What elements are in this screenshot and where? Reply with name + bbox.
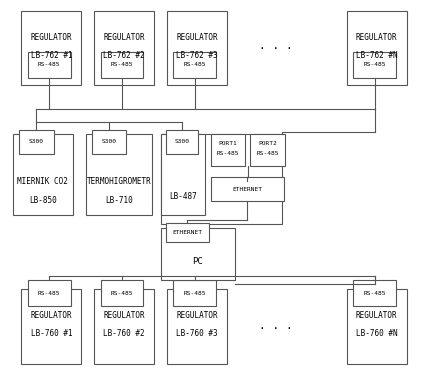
Text: PC: PC — [193, 257, 203, 266]
Text: RS-485: RS-485 — [111, 62, 133, 68]
FancyBboxPatch shape — [173, 280, 216, 306]
Text: RS-485: RS-485 — [38, 290, 60, 296]
FancyBboxPatch shape — [94, 289, 154, 364]
FancyBboxPatch shape — [19, 130, 54, 154]
Text: REGULATOR: REGULATOR — [30, 33, 72, 42]
FancyBboxPatch shape — [160, 134, 282, 224]
Text: LB-487: LB-487 — [169, 192, 197, 201]
Text: REGULATOR: REGULATOR — [103, 33, 145, 42]
Text: REGULATOR: REGULATOR — [356, 311, 398, 320]
FancyBboxPatch shape — [173, 52, 216, 78]
FancyBboxPatch shape — [167, 289, 227, 364]
FancyBboxPatch shape — [101, 280, 143, 306]
Text: REGULATOR: REGULATOR — [103, 311, 145, 320]
Text: LB-762 #1: LB-762 #1 — [30, 51, 72, 60]
Text: RS-485: RS-485 — [217, 151, 239, 156]
FancyBboxPatch shape — [347, 289, 407, 364]
Text: PORT1: PORT1 — [219, 141, 238, 146]
Text: REGULATOR: REGULATOR — [176, 33, 218, 42]
Text: . . .: . . . — [259, 42, 293, 51]
FancyBboxPatch shape — [250, 134, 285, 166]
FancyBboxPatch shape — [28, 280, 71, 306]
Text: RS-485: RS-485 — [184, 62, 206, 68]
Text: LB-760 #2: LB-760 #2 — [103, 329, 145, 338]
Text: RS-485: RS-485 — [256, 151, 279, 156]
Text: LB-710: LB-710 — [105, 196, 133, 205]
FancyBboxPatch shape — [166, 223, 209, 242]
Text: S300: S300 — [101, 139, 117, 144]
FancyBboxPatch shape — [21, 11, 81, 85]
FancyBboxPatch shape — [167, 11, 227, 85]
Text: LB-760 #N: LB-760 #N — [356, 329, 398, 338]
Text: REGULATOR: REGULATOR — [356, 33, 398, 42]
Text: RS-485: RS-485 — [38, 62, 60, 68]
Text: REGULATOR: REGULATOR — [176, 311, 218, 320]
FancyBboxPatch shape — [211, 177, 284, 201]
FancyBboxPatch shape — [160, 134, 205, 215]
Text: TERMOHIGROMETR: TERMOHIGROMETR — [86, 177, 151, 186]
FancyBboxPatch shape — [101, 52, 143, 78]
FancyBboxPatch shape — [353, 280, 396, 306]
Text: LB-850: LB-850 — [29, 196, 56, 205]
Text: S300: S300 — [29, 139, 44, 144]
Text: S300: S300 — [175, 139, 190, 144]
FancyBboxPatch shape — [94, 11, 154, 85]
FancyBboxPatch shape — [86, 134, 152, 215]
FancyBboxPatch shape — [13, 134, 73, 215]
Text: LB-760 #3: LB-760 #3 — [176, 329, 218, 338]
Text: LB-762 #2: LB-762 #2 — [103, 51, 145, 60]
FancyBboxPatch shape — [166, 130, 198, 154]
FancyBboxPatch shape — [347, 11, 407, 85]
Text: LB-762 #3: LB-762 #3 — [176, 51, 218, 60]
Text: PORT2: PORT2 — [258, 141, 277, 146]
Text: RS-485: RS-485 — [363, 62, 386, 68]
Text: REGULATOR: REGULATOR — [30, 311, 72, 320]
Text: MIERNIK CO2: MIERNIK CO2 — [18, 177, 68, 186]
FancyBboxPatch shape — [21, 289, 81, 364]
Text: LB-760 #1: LB-760 #1 — [30, 329, 72, 338]
Text: ETHERNET: ETHERNET — [232, 187, 262, 191]
Text: RS-485: RS-485 — [363, 290, 386, 296]
Text: ETHERNET: ETHERNET — [172, 230, 202, 235]
FancyBboxPatch shape — [28, 52, 71, 78]
FancyBboxPatch shape — [211, 134, 245, 166]
Text: LB-762 #N: LB-762 #N — [356, 51, 398, 60]
FancyBboxPatch shape — [353, 52, 396, 78]
Text: RS-485: RS-485 — [184, 290, 206, 296]
FancyBboxPatch shape — [92, 130, 126, 154]
FancyBboxPatch shape — [160, 228, 235, 280]
Text: RS-485: RS-485 — [111, 290, 133, 296]
Text: . . .: . . . — [259, 322, 293, 331]
